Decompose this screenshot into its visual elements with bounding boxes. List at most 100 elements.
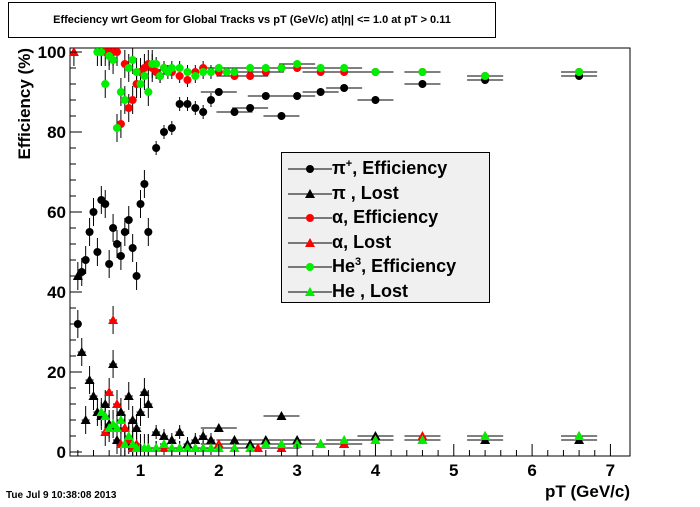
y-tick-label: 100 bbox=[38, 43, 66, 62]
legend-label: He , Lost bbox=[332, 281, 408, 302]
legend-marker-shape bbox=[305, 237, 315, 247]
data-point bbox=[119, 439, 130, 448]
data-point bbox=[128, 244, 137, 252]
data-point bbox=[72, 271, 83, 280]
data-point bbox=[104, 387, 115, 396]
data-point bbox=[183, 68, 192, 76]
data-point bbox=[152, 60, 161, 68]
data-point bbox=[174, 427, 185, 436]
data-point bbox=[115, 407, 126, 416]
data-point bbox=[252, 443, 263, 452]
data-point bbox=[124, 64, 133, 72]
data-point bbox=[81, 256, 90, 264]
plot-frame bbox=[69, 47, 631, 457]
data-point bbox=[143, 399, 154, 408]
data-point bbox=[316, 88, 325, 96]
data-markers bbox=[68, 47, 585, 452]
y-tick-label: 80 bbox=[47, 123, 66, 142]
x-tick-label: 3 bbox=[292, 461, 301, 480]
legend-marker bbox=[288, 188, 332, 198]
y-tick-label: 40 bbox=[47, 283, 66, 302]
legend-superscript: + bbox=[345, 158, 353, 170]
y-axis-title: Efficiency (%) bbox=[15, 48, 34, 159]
data-point bbox=[136, 80, 145, 88]
data-point bbox=[191, 72, 200, 80]
data-point bbox=[166, 443, 177, 452]
data-point bbox=[101, 200, 110, 208]
data-point bbox=[418, 68, 427, 76]
data-point bbox=[140, 72, 149, 80]
y-tick-label: 0 bbox=[57, 443, 66, 462]
chart-title: Effeciency wrt Geom for Global Tracks vs… bbox=[8, 2, 496, 38]
data-point bbox=[100, 411, 111, 420]
data-point bbox=[73, 320, 82, 328]
legend-entry: α, Efficiency bbox=[282, 206, 489, 231]
data-point bbox=[206, 96, 215, 104]
data-point bbox=[199, 68, 208, 76]
data-point bbox=[183, 100, 192, 108]
data-point bbox=[135, 407, 146, 416]
legend-symbol: π bbox=[332, 182, 346, 203]
legend-text: , Lost bbox=[355, 280, 409, 301]
data-point bbox=[214, 64, 223, 72]
data-point bbox=[111, 423, 122, 432]
legend-label: α, Lost bbox=[332, 232, 391, 253]
data-point bbox=[139, 387, 150, 396]
legend-text: , Efficiency bbox=[361, 256, 457, 276]
data-point bbox=[213, 423, 224, 432]
x-tick-label: 5 bbox=[449, 461, 458, 480]
timestamp: Tue Jul 9 10:38:08 2013 bbox=[6, 490, 117, 501]
x-tick-label: 6 bbox=[527, 461, 536, 480]
data-point bbox=[230, 68, 239, 76]
data-point bbox=[136, 200, 145, 208]
legend-marker-shape bbox=[305, 286, 315, 296]
legend-marker bbox=[288, 263, 332, 271]
data-point bbox=[108, 315, 119, 324]
data-point bbox=[152, 144, 161, 152]
legend-marker bbox=[288, 214, 332, 222]
data-point bbox=[101, 80, 110, 88]
data-point bbox=[292, 439, 303, 448]
data-point bbox=[89, 208, 98, 216]
data-point bbox=[119, 423, 130, 432]
data-point bbox=[315, 439, 326, 448]
data-point bbox=[175, 64, 184, 72]
legend-symbol: He bbox=[332, 280, 356, 301]
data-point bbox=[340, 64, 349, 72]
data-point bbox=[371, 68, 380, 76]
legend-label: α, Efficiency bbox=[332, 207, 438, 228]
data-point bbox=[575, 68, 584, 76]
data-point bbox=[124, 216, 133, 224]
data-point bbox=[111, 399, 122, 408]
legend-marker bbox=[288, 286, 332, 296]
data-point bbox=[190, 435, 201, 444]
data-point bbox=[128, 96, 137, 104]
legend-marker bbox=[288, 165, 332, 173]
data-point bbox=[316, 64, 325, 72]
data-point bbox=[123, 391, 134, 400]
data-point bbox=[77, 268, 86, 276]
data-point bbox=[340, 84, 349, 92]
data-point bbox=[151, 427, 162, 436]
legend-marker bbox=[288, 237, 332, 247]
data-point bbox=[100, 399, 111, 408]
data-point bbox=[277, 64, 286, 72]
data-point bbox=[128, 56, 137, 64]
data-point bbox=[277, 112, 286, 120]
y-tick-label: 20 bbox=[47, 363, 66, 382]
data-point bbox=[214, 88, 223, 96]
data-point bbox=[80, 415, 91, 424]
data-point bbox=[76, 347, 87, 356]
data-point bbox=[293, 60, 302, 68]
data-point bbox=[167, 124, 176, 132]
data-point bbox=[127, 415, 138, 424]
legend-symbol: α bbox=[332, 231, 344, 252]
data-point bbox=[183, 76, 192, 84]
data-point bbox=[144, 88, 153, 96]
x-tick-label: 4 bbox=[371, 461, 381, 480]
data-point bbox=[229, 435, 240, 444]
legend-label: He3, Efficiency bbox=[332, 256, 456, 277]
data-point bbox=[97, 48, 106, 56]
data-point bbox=[175, 100, 184, 108]
x-tick-label: 2 bbox=[214, 461, 223, 480]
